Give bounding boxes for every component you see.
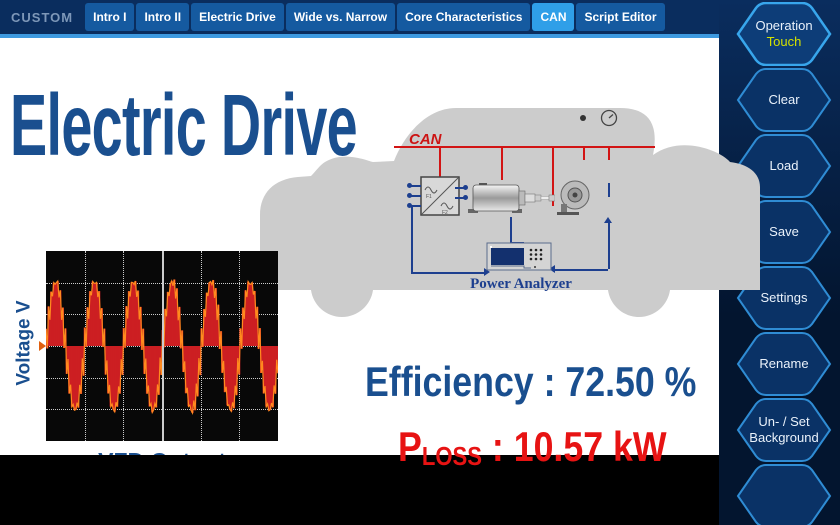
svg-text:F1: F1	[426, 194, 432, 200]
svg-text:F2: F2	[442, 210, 448, 216]
